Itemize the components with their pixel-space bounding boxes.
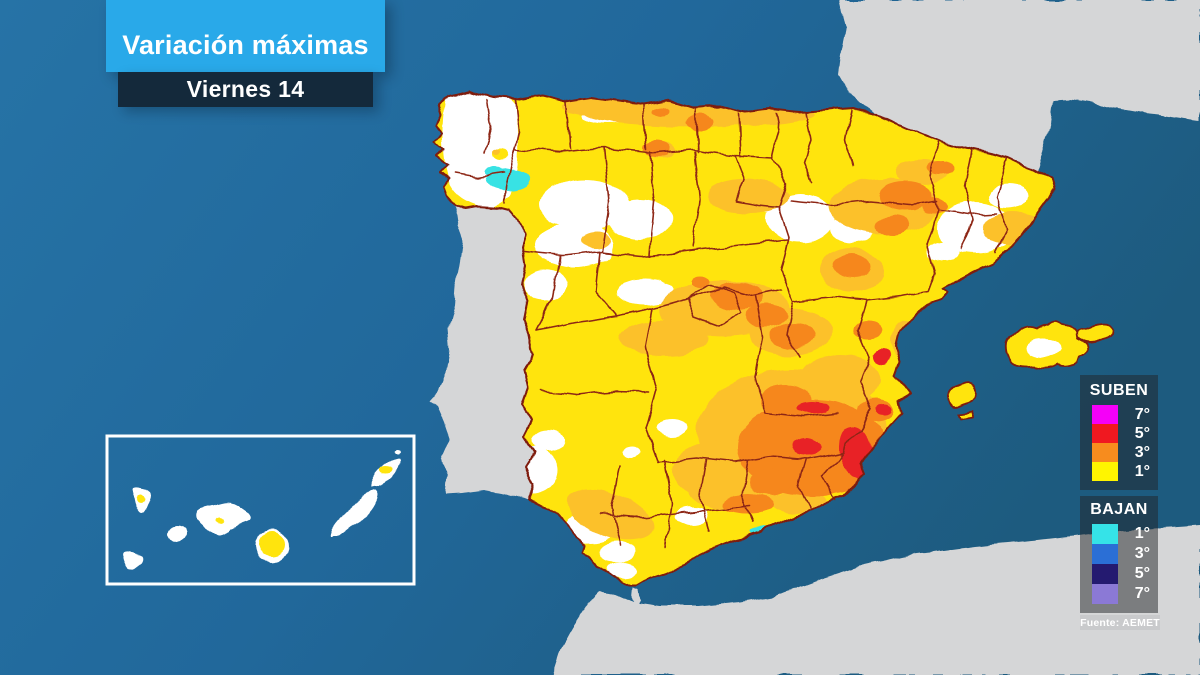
legend-row: 1° [1080,462,1158,481]
legend-row: 3° [1080,443,1158,462]
color-swatch [1092,462,1118,481]
legend-row: 1° [1080,524,1158,544]
legend-value: 5° [1134,565,1150,582]
galicia-amber-spot [492,149,500,155]
source-bar: Fuente: AEMET [1080,615,1160,630]
legend-bajan-panel: BAJAN 1° 3° 5° 7° [1080,496,1158,613]
fuerteventura-island [330,490,378,538]
legend-suben-panel: SUBEN 7° 5° 3° 1° [1080,375,1158,490]
legend-row: 5° [1080,564,1158,584]
legend-bajan-title: BAJAN [1090,501,1148,518]
color-swatch [1092,564,1118,584]
france-landmass [838,0,1200,171]
color-swatch [1092,443,1118,462]
el-hierro-island [122,551,143,569]
menorca-island [1076,322,1115,344]
color-swatch [1092,524,1118,544]
color-swatch [1092,405,1118,424]
color-swatch [1092,544,1118,564]
spain-coast-outline [433,90,1056,587]
la-palma-yellow-patch [136,494,146,504]
legend-value: 5° [1134,424,1150,442]
page-title: Variación máximas [122,30,369,60]
canary-islands [122,449,400,569]
legend-value: 1° [1134,462,1150,480]
gibraltar-landmass [632,588,641,606]
color-swatch [1092,584,1118,604]
legend-value: 7° [1134,585,1150,602]
source-label: Fuente: AEMET [1080,616,1160,629]
legend-value: 1° [1134,525,1150,542]
date-label: Viernes 14 [186,76,305,102]
legend-suben-title: SUBEN [1089,382,1149,399]
ibiza-island [945,382,978,408]
la-gomera-island [168,526,186,542]
gran-canaria-yellow-patch [259,532,285,556]
province-borders [454,99,1009,548]
mallorca-white-patch [1026,339,1062,357]
formentera-island [957,411,975,420]
legend-row: 7° [1080,405,1158,424]
tenerife-yellow-patch [216,518,224,524]
legend-value: 3° [1134,545,1150,562]
legend-row: 5° [1080,424,1158,443]
legend-bajan-rows: 1° 3° 5° 7° [1080,524,1158,604]
date-banner: Viernes 14 [118,72,373,107]
color-swatch [1092,424,1118,443]
legend-value: 3° [1134,443,1150,461]
africa-landmass [552,526,1200,675]
title-banner: Variación máximas [106,0,385,72]
canary-inset-frame [105,434,416,586]
lanzarote-yellow-patch [380,465,392,473]
tenerife-island [195,502,252,536]
legend-suben-rows: 7° 5° 3° 1° [1080,405,1158,481]
legend-row: 7° [1080,584,1158,604]
legend-value: 7° [1134,405,1150,423]
la-graciosa-island [394,449,400,453]
balearic-islands [945,320,1115,420]
legend-row: 3° [1080,544,1158,564]
